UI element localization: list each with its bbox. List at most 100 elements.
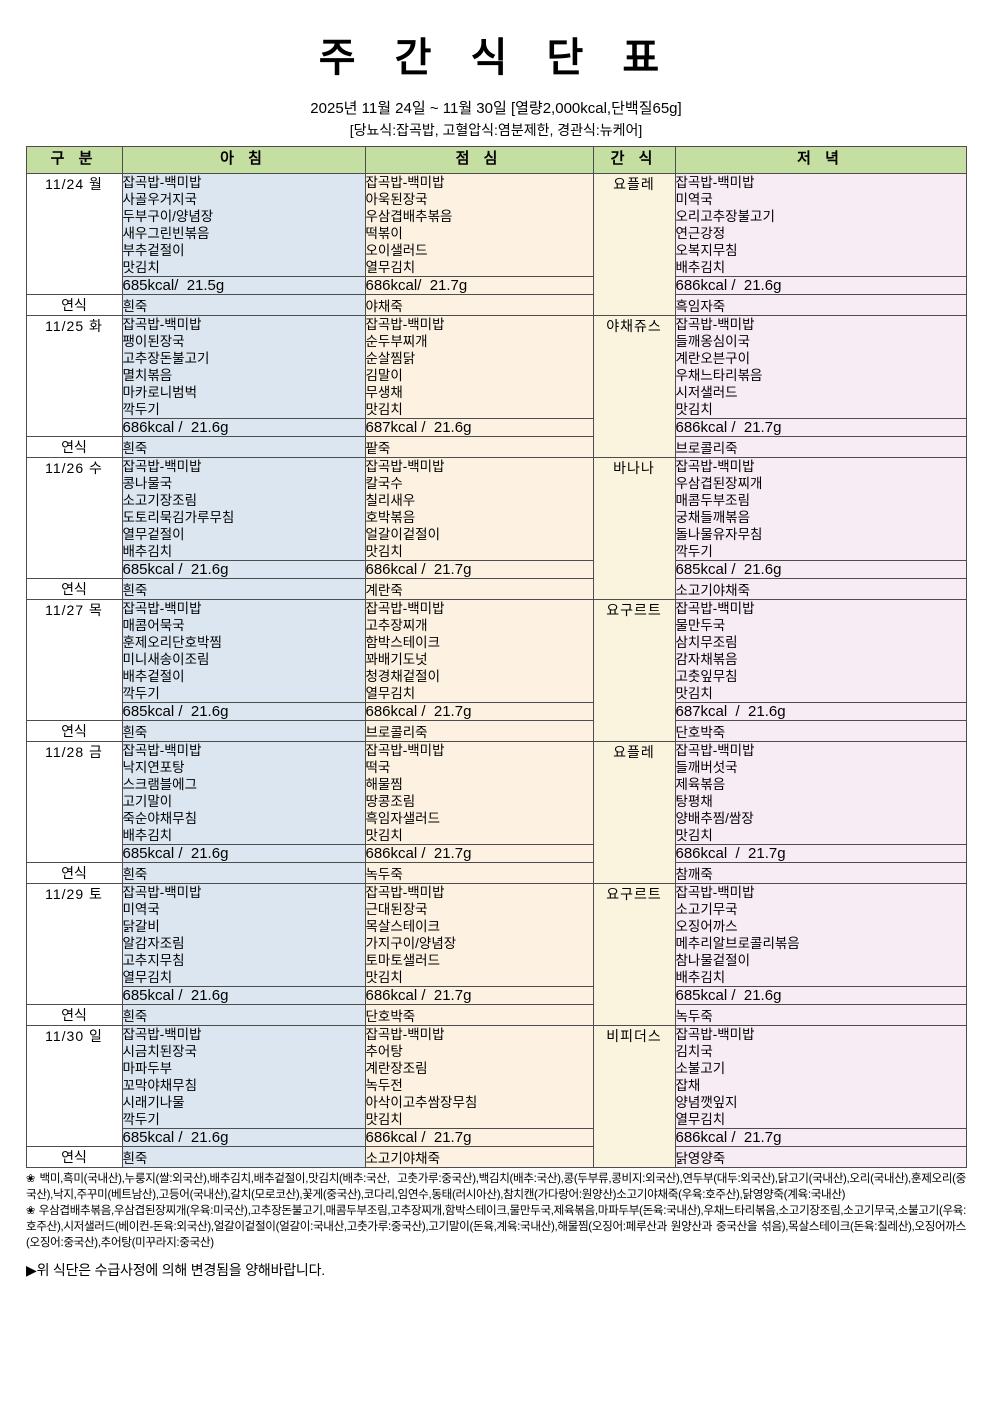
breakfast-porridge-cell: 흰죽	[121, 294, 366, 317]
dinner-dishes-cell: 잡곡밥-백미밥 들깨옹심이국 계란오븐구이 우채느타리볶음 시저샐러드 맛김치	[674, 315, 967, 420]
breakfast-porridge-cell: 흰죽	[121, 862, 366, 885]
flower-mark-icon: ❀	[26, 1173, 40, 1186]
soft-meal-label-cell: 연식	[25, 1004, 123, 1027]
change-notice: ▶위 식단은 수급사정에 의해 변경됨을 양해바랍니다.	[26, 1262, 325, 1279]
breakfast-dishes-cell: 잡곡밥-백미밥 팽이된장국 고추장돈불고기 멸치볶음 마카로니범벅 깍두기	[121, 315, 366, 420]
lunch-kcal-cell: 686kcal / 21.7g	[364, 560, 594, 580]
dinner-porridge-cell: 소고기야채죽	[674, 578, 967, 601]
lunch-porridge-cell: 브로콜리죽	[364, 720, 594, 743]
soft-meal-row: 연식 흰죽 팥죽 브로콜리죽	[25, 436, 967, 459]
dinner-kcal-cell: 687kcal / 21.6g	[674, 702, 967, 722]
breakfast-dishes-cell: 잡곡밥-백미밥 매콤어묵국 훈제오리단호박찜 미니새송이조림 배추겉절이 깍두기	[121, 599, 366, 704]
day-dishes-row: 11/29 토 잡곡밥-백미밥 미역국 닭갈비 알감자조림 고추지무침 열무김치 잡…	[25, 883, 967, 1027]
lunch-porridge-cell: 단호박죽	[364, 1004, 594, 1027]
breakfast-dishes-cell: 잡곡밥-백미밥 콩나물국 소고기장조림 도토리묵김가루무침 열무겉절이 배추김치	[121, 457, 366, 562]
day-dishes-row: 11/30 일 잡곡밥-백미밥 시금치된장국 마파두부 꼬막야채무침 시래기나물 …	[25, 1025, 967, 1169]
dinner-dishes-cell: 잡곡밥-백미밥 물만두국 삼치무조림 감자채볶음 고춧잎무침 맛김치	[674, 599, 967, 704]
origin-note-1: ❀백미,흑미(국내산),누룽지(쌀:외국산),배추김치,배추겉절이,맛김치(배추…	[26, 1171, 966, 1202]
snack-cell: 야채쥬스	[592, 315, 676, 459]
lunch-dishes-cell: 잡곡밥-백미밥 순두부찌개 순살찜닭 김말이 무생채 맛김치	[364, 315, 594, 420]
day-dishes-row: 11/26 수 잡곡밥-백미밥 콩나물국 소고기장조림 도토리묵김가루무침 열무겉…	[25, 457, 967, 601]
dinner-dishes-cell: 잡곡밥-백미밥 김치국 소불고기 잡채 양념깻잎지 열무김치	[674, 1025, 967, 1130]
day-date-cell: 11/25 화	[25, 315, 123, 438]
dinner-porridge-cell: 닭영양죽	[674, 1146, 967, 1169]
day-date-cell: 11/27 목	[25, 599, 123, 722]
dinner-kcal-cell: 686kcal / 21.7g	[674, 1128, 967, 1148]
lunch-dishes-cell: 잡곡밥-백미밥 떡국 해물찜 땅콩조림 흑임자샐러드 맛김치	[364, 741, 594, 846]
lunch-kcal-cell: 686kcal / 21.7g	[364, 844, 594, 864]
dinner-porridge-cell: 흑임자죽	[674, 294, 967, 317]
breakfast-kcal-cell: 685kcal / 21.6g	[121, 1128, 366, 1148]
lunch-kcal-cell: 686kcal / 21.7g	[364, 1128, 594, 1148]
breakfast-porridge-cell: 흰죽	[121, 720, 366, 743]
lunch-dishes-cell: 잡곡밥-백미밥 근대된장국 목살스테이크 가지구이/양념장 토마토샐러드 맛김치	[364, 883, 594, 988]
lunch-dishes-cell: 잡곡밥-백미밥 아욱된장국 우삼겹배추볶음 떡볶이 오이샐러드 열무김치	[364, 173, 594, 278]
breakfast-kcal-cell: 685kcal / 21.6g	[121, 844, 366, 864]
day-dishes-row: 11/27 목 잡곡밥-백미밥 매콤어묵국 훈제오리단호박찜 미니새송이조림 배추…	[25, 599, 967, 743]
day-dishes-row: 11/28 금 잡곡밥-백미밥 낙지연포탕 스크램블에그 고기말이 죽순야채무침 …	[25, 741, 967, 885]
day-dishes-row: 11/25 화 잡곡밥-백미밥 팽이된장국 고추장돈불고기 멸치볶음 마카로니범벅…	[25, 315, 967, 459]
breakfast-kcal-cell: 685kcal / 21.6g	[121, 560, 366, 580]
lunch-porridge-cell: 계란죽	[364, 578, 594, 601]
column-header-snack: 간 식	[592, 146, 676, 175]
snack-cell: 요플레	[592, 173, 676, 317]
lunch-porridge-cell: 녹두죽	[364, 862, 594, 885]
column-header-gubun: 구 분	[25, 146, 123, 175]
lunch-kcal-cell: 686kcal/ 21.7g	[364, 276, 594, 296]
column-header-lunch: 점 심	[364, 146, 594, 175]
snack-cell: 요구르트	[592, 883, 676, 1027]
lunch-dishes-cell: 잡곡밥-백미밥 추어탕 계란장조림 녹두전 아삭이고추쌈장무침 맛김치	[364, 1025, 594, 1130]
page-title: 주 간 식 단 표	[318, 36, 674, 80]
lunch-kcal-cell: 686kcal / 21.7g	[364, 702, 594, 722]
soft-meal-label-cell: 연식	[25, 720, 123, 743]
dinner-dishes-cell: 잡곡밥-백미밥 미역국 오리고추장불고기 연근강정 오복지무침 배추김치	[674, 173, 967, 278]
soft-meal-label-cell: 연식	[25, 1146, 123, 1169]
soft-meal-row: 연식 흰죽 녹두죽 참깨죽	[25, 862, 967, 885]
breakfast-dishes-cell: 잡곡밥-백미밥 낙지연포탕 스크램블에그 고기말이 죽순야채무침 배추김치	[121, 741, 366, 846]
breakfast-kcal-cell: 685kcal/ 21.5g	[121, 276, 366, 296]
lunch-dishes-cell: 잡곡밥-백미밥 고추장찌개 함박스테이크 꽈배기도넛 청경채겉절이 열무김치	[364, 599, 594, 704]
flower-mark-icon-2: ❀	[26, 1205, 39, 1218]
day-kcal-row: 685kcal / 21.6g 686kcal / 21.7g 685kcal / …	[26, 986, 967, 1006]
origin-footnotes: ❀백미,흑미(국내산),누룽지(쌀:외국산),배추김치,배추겉절이,맛김치(배추…	[26, 1171, 966, 1250]
lunch-kcal-cell: 686kcal / 21.7g	[364, 986, 594, 1006]
column-header-breakfast: 아 침	[121, 146, 366, 175]
dinner-porridge-cell: 브로콜리죽	[674, 436, 967, 459]
breakfast-porridge-cell: 흰죽	[121, 578, 366, 601]
soft-meal-label-cell: 연식	[25, 436, 123, 459]
breakfast-dishes-cell: 잡곡밥-백미밥 사골우거지국 두부구이/양념장 새우그린빈볶음 부추겉절이 맛김…	[121, 173, 366, 278]
lunch-kcal-cell: 687kcal / 21.6g	[364, 418, 594, 438]
column-header-dinner: 저 녁	[674, 146, 967, 175]
lunch-dishes-cell: 잡곡밥-백미밥 칼국수 칠리새우 호박볶음 얼갈이겉절이 맛김치	[364, 457, 594, 562]
day-date-cell: 11/26 수	[25, 457, 123, 580]
day-kcal-row: 686kcal / 21.6g 687kcal / 21.6g 686kcal / …	[26, 418, 967, 438]
soft-meal-row: 연식 흰죽 단호박죽 녹두죽	[25, 1004, 967, 1027]
soft-meal-label-cell: 연식	[25, 862, 123, 885]
snack-cell: 요구르트	[592, 599, 676, 743]
soft-meal-row: 연식 흰죽 계란죽 소고기야채죽	[25, 578, 967, 601]
origin-note-2-text: 우삼겹배추볶음,우삼겹된장찌개(우육:미국산),고추장돈불고기,매콤두부조림,고…	[26, 1204, 966, 1249]
snack-cell: 요플레	[592, 741, 676, 885]
breakfast-porridge-cell: 흰죽	[121, 1146, 366, 1169]
day-date-cell: 11/28 금	[25, 741, 123, 864]
day-kcal-row: 685kcal / 21.6g 686kcal / 21.7g 687kcal / …	[26, 702, 967, 722]
day-kcal-row: 685kcal / 21.6g 686kcal / 21.7g 685kcal / …	[26, 560, 967, 580]
origin-note-1-text: 백미,흑미(국내산),누룽지(쌀:외국산),배추김치,배추겉절이,맛김치(배추:…	[26, 1172, 966, 1201]
breakfast-kcal-cell: 685kcal / 21.6g	[121, 986, 366, 1006]
dinner-kcal-cell: 685kcal / 21.6g	[674, 560, 967, 580]
breakfast-kcal-cell: 686kcal / 21.6g	[121, 418, 366, 438]
period-subtitle: 2025년 11월 24일 ~ 11월 30일 [열량2,000kcal,단백질…	[310, 100, 682, 117]
diet-note-subtitle: [당뇨식:잡곡밥, 고혈압식:염분제한, 경관식:뉴케어]	[349, 121, 643, 138]
dinner-kcal-cell: 686kcal / 21.7g	[674, 418, 967, 438]
breakfast-porridge-cell: 흰죽	[121, 436, 366, 459]
dinner-kcal-cell: 686kcal / 21.6g	[674, 276, 967, 296]
day-dishes-row: 11/24 월 잡곡밥-백미밥 사골우거지국 두부구이/양념장 새우그린빈볶음 부…	[25, 173, 967, 317]
day-kcal-row: 685kcal/ 21.5g 686kcal/ 21.7g 686kcal / 21…	[26, 276, 967, 296]
dinner-porridge-cell: 단호박죽	[674, 720, 967, 743]
lunch-porridge-cell: 야채죽	[364, 294, 594, 317]
day-date-cell: 11/30 일	[25, 1025, 123, 1148]
snack-cell: 비피더스	[592, 1025, 676, 1169]
dinner-dishes-cell: 잡곡밥-백미밥 들깨버섯국 제육볶음 탕평채 양배추찜/쌈장 맛김치	[674, 741, 967, 846]
breakfast-porridge-cell: 흰죽	[121, 1004, 366, 1027]
